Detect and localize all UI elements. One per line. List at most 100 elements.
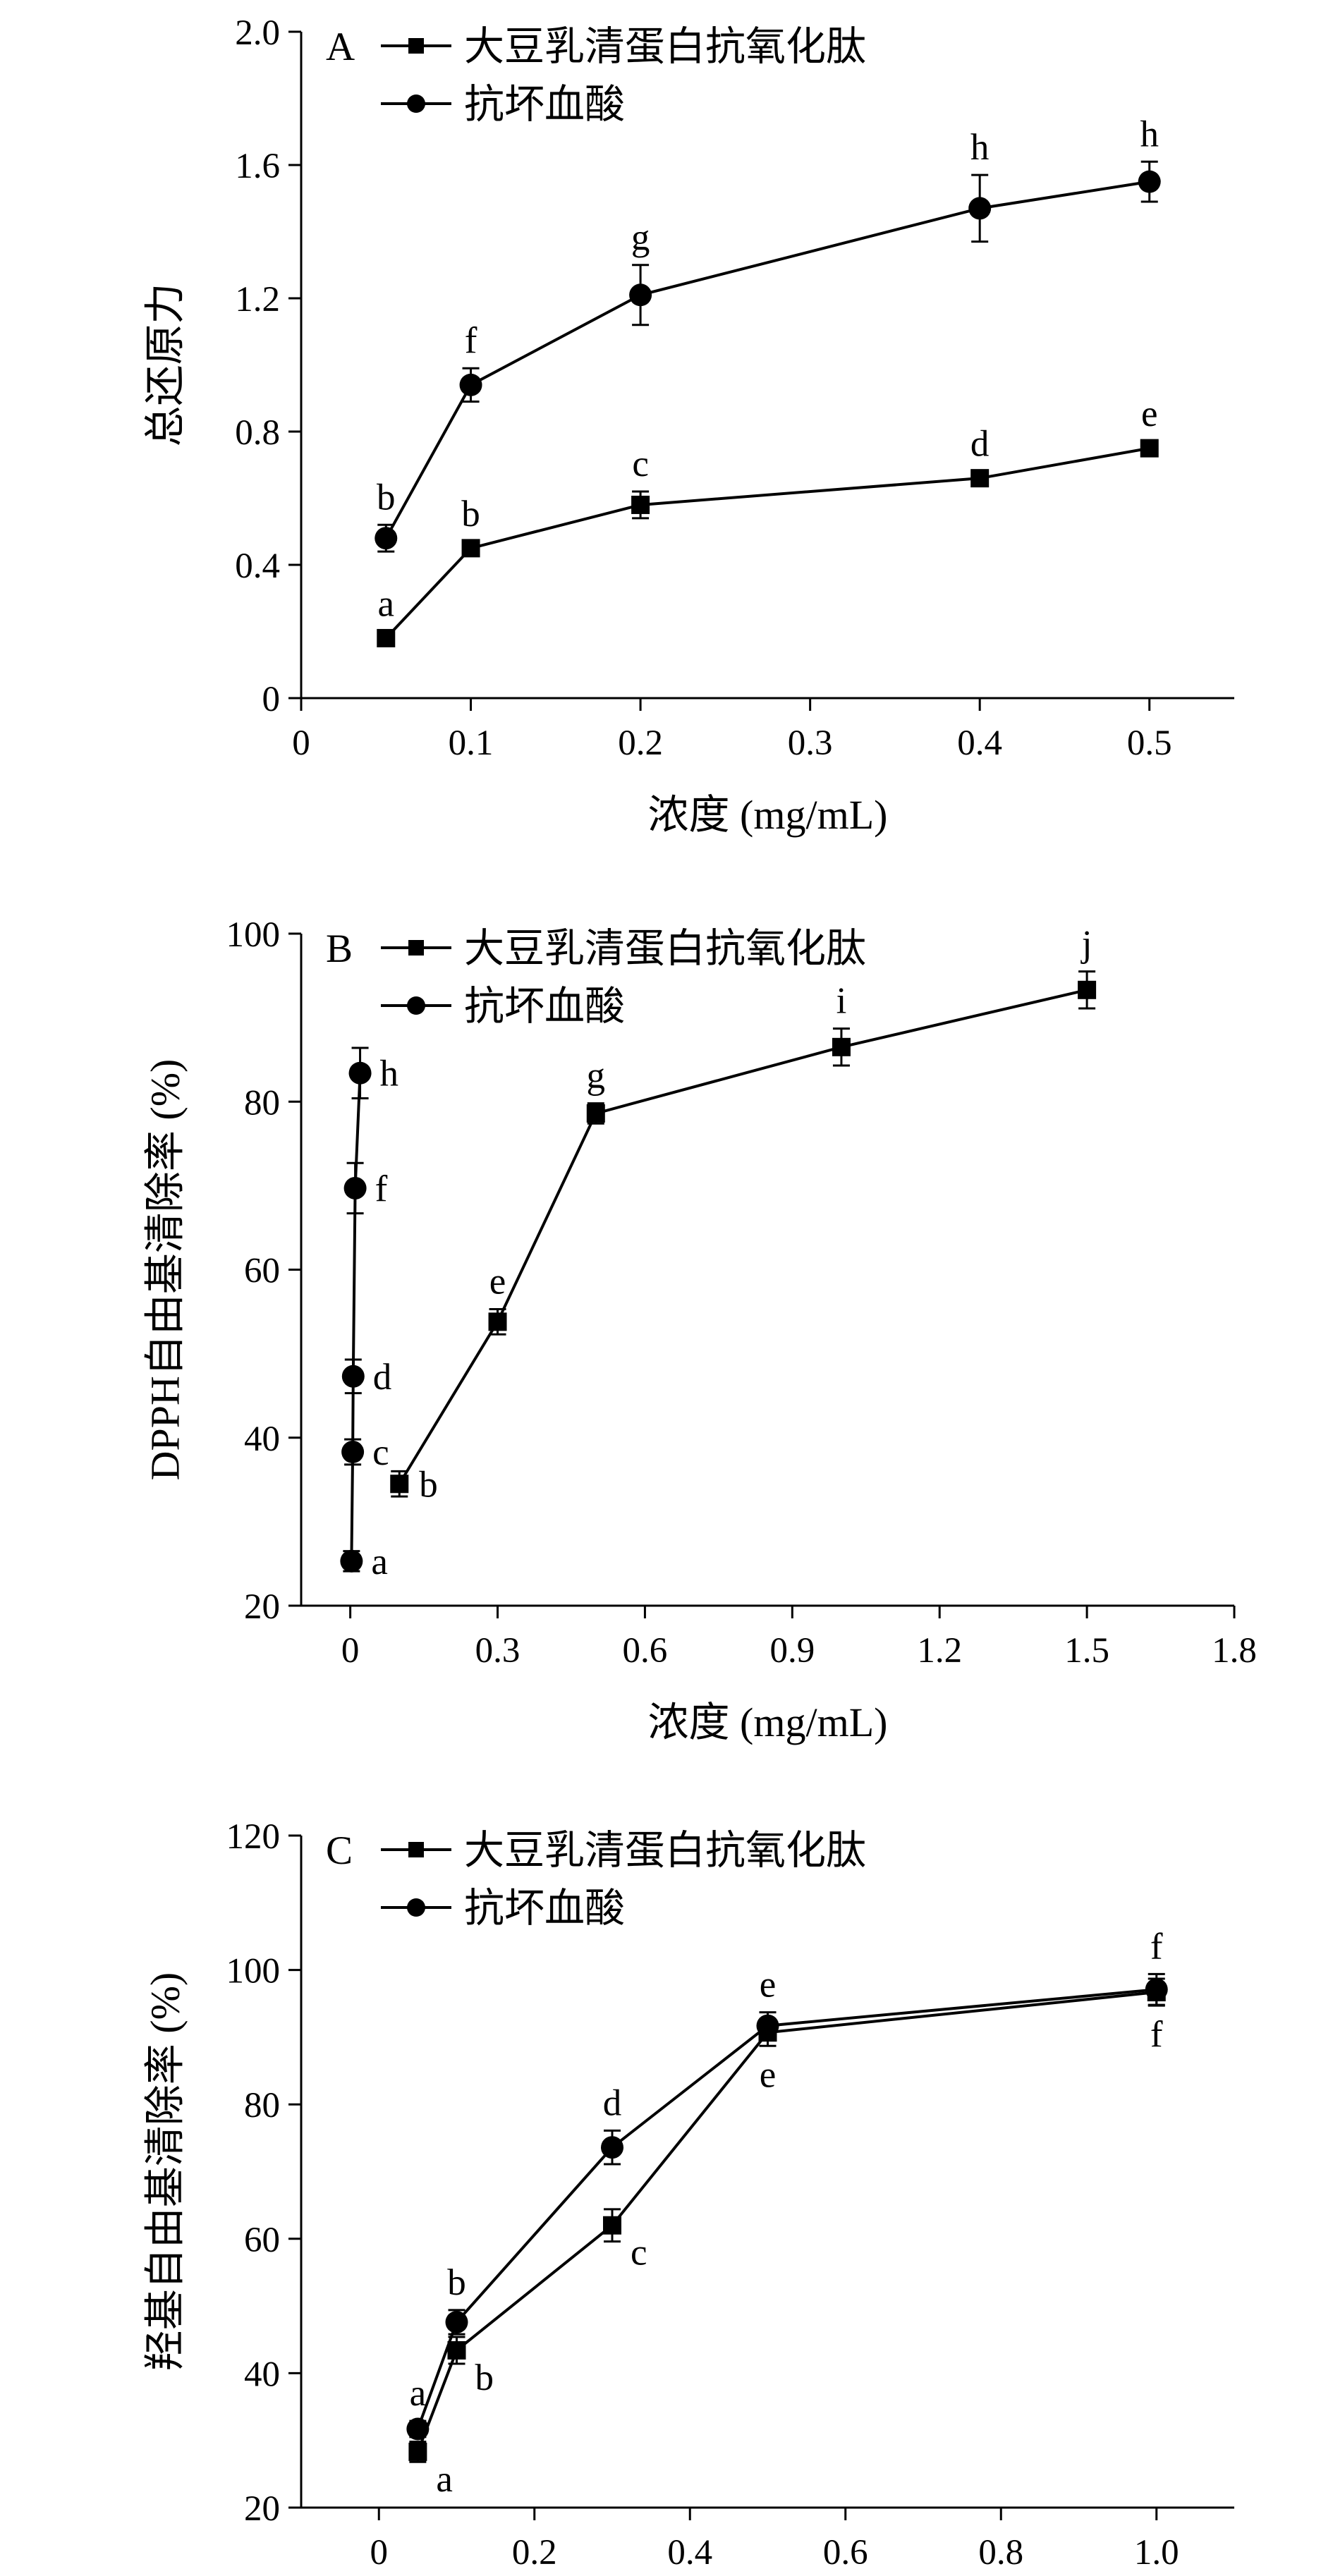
data-point-circle [459,373,482,396]
legend-entry: 抗坏血酸 [464,1886,625,1931]
x-tick-label: 0.8 [978,2533,1023,2572]
y-tick-label: 2.0 [235,13,280,53]
significance-label: a [436,2459,453,2500]
x-tick-label: 0.2 [618,724,663,763]
series-line [416,1991,1157,2453]
data-point-circle [375,527,398,550]
y-axis-title: DPPH自由基清除率 (%) [142,1059,188,1481]
x-tick-label: 0.6 [623,1631,668,1671]
y-axis-title: 总还原力 [142,283,188,446]
series-line [350,1073,362,1561]
y-tick-label: 0.4 [235,547,280,586]
series-line [384,446,1150,640]
panel-a: 0 0.1 0.2 0.3 0.4 0.5 0 0.4 0.8 1.2 1.6 2.0 浓度 (mg/m… [142,13,1234,838]
y-tick-label: 1.6 [235,147,280,186]
x-axis-title: 浓度 (mg/mL) [648,1699,888,1745]
series-line [416,1988,1157,2430]
x-tick-label: 0.4 [667,2533,712,2572]
y-tick-label: 100 [226,1952,281,1991]
series-line [398,988,1088,1485]
significance-label: f [1150,1926,1163,1967]
data-point-circle [343,1176,367,1200]
data-point-square [586,1104,605,1123]
y-tick-label: 80 [244,1083,280,1123]
x-tick-label: 0.5 [1127,724,1172,763]
data-point-square [603,2216,621,2235]
y-tick-label: 60 [244,2221,280,2260]
significance-label: b [461,494,480,535]
legend-entry: 抗坏血酸 [464,83,625,127]
data-point-square [832,1037,851,1056]
significance-label: b [447,2262,466,2303]
y-tick-label: 0 [262,680,281,719]
series-line [384,180,1150,539]
significance-label: c [631,2233,647,2273]
data-point-square [1140,439,1159,458]
y-tick-label: 20 [244,2489,280,2529]
legend-entry: 大豆乳清蛋白抗氧化肽 [464,25,866,69]
series-ascorbic-acid: b f g h h [375,114,1161,553]
significance-label: e [760,2054,777,2095]
y-tick-label: 1.2 [235,280,280,319]
significance-label: d [970,424,990,465]
significance-label: e [1141,393,1158,434]
x-tick-label: 0.9 [769,1631,815,1671]
x-tick-label: 0.3 [475,1631,521,1671]
legend-entry: 大豆乳清蛋白抗氧化肽 [464,927,866,971]
x-tick-label: 1.8 [1212,1631,1257,1671]
x-tick-label: 0 [292,724,310,763]
panel-b: 0 0.3 0.6 0.9 1.2 1.5 1.8 20 40 60 80 100 浓度 (mg/mL)… [142,915,1257,1745]
x-tick-label: 0 [341,1631,360,1671]
y-tick-label: 60 [244,1252,280,1291]
significance-label: h [380,1054,399,1094]
data-point-circle [601,2136,623,2159]
data-point-square [631,495,650,514]
panel-label: C [326,1829,353,1873]
significance-label: b [475,2357,494,2398]
significance-label: h [1140,114,1159,154]
data-point-circle [756,2014,779,2037]
x-tick-label: 0 [370,2533,389,2572]
significance-label: d [603,2082,622,2123]
significance-label: a [371,1542,388,1582]
x-tick-label: 0.1 [449,724,494,763]
panel-label: A [326,25,355,69]
significance-label: j [1081,924,1092,965]
data-point-circle [445,2310,468,2333]
significance-label: f [1150,2014,1163,2055]
x-tick-label: 1.5 [1064,1631,1109,1671]
x-tick-label: 0.3 [788,724,833,763]
significance-label: g [631,217,650,258]
legend-square-marker [408,38,424,54]
significance-label: a [410,2373,427,2414]
y-tick-label: 40 [244,2355,280,2394]
data-point-circle [348,1061,372,1085]
data-point-square [1078,980,1097,999]
legend-circle-marker [407,94,425,113]
data-point-circle [1138,170,1161,193]
data-point-square [447,2340,466,2360]
significance-label: c [372,1432,389,1473]
significance-label: h [970,127,990,168]
legend-circle-marker [407,1898,425,1917]
data-point-circle [341,1441,365,1464]
data-point-circle [406,2417,430,2441]
y-tick-label: 0.8 [235,413,280,453]
x-tick-label: 0.2 [512,2533,557,2572]
y-axis-title: 羟基自由基清除率 (%) [142,1972,188,2371]
x-tick-label: 0.6 [823,2533,868,2572]
data-point-square [390,1475,409,1494]
legend-entry: 大豆乳清蛋白抗氧化肽 [464,1829,866,1873]
significance-label: e [760,1965,777,2006]
series-ascorbic-acid: a cd f h [340,1046,399,1582]
panel-c: 00.20.40.60.81.020406080100120浓度 (mg/mL)… [142,1817,1234,2572]
data-point-circle [1145,1978,1168,2001]
data-point-square [408,2442,427,2461]
y-tick-label: 80 [244,2086,280,2125]
data-point-square [488,1312,507,1331]
series-ascorbic-acid: a b d e f [406,1926,1168,2441]
x-tick-label: 0.4 [957,724,1002,763]
series-peptide: a b c e f [408,1977,1166,2500]
legend-square-marker [408,1842,424,1857]
significance-label: g [587,1056,606,1097]
